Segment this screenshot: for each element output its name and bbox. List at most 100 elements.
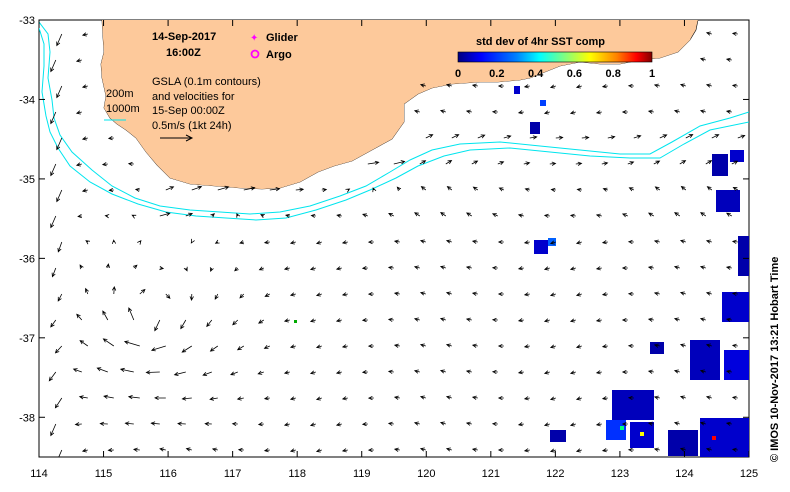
current-arrow	[445, 239, 452, 244]
current-arrow	[419, 160, 427, 165]
current-arrow	[315, 448, 322, 453]
current-arrow	[523, 292, 530, 297]
current-arrow	[725, 317, 732, 322]
current-arrow	[76, 313, 83, 321]
current-arrow	[575, 344, 582, 349]
current-arrow	[601, 84, 608, 89]
current-arrow	[685, 134, 694, 139]
current-arrow	[341, 344, 348, 349]
colorbar-tick-label: 0.4	[528, 68, 544, 80]
current-arrow	[543, 110, 550, 115]
y-tick-label: -34	[19, 94, 35, 106]
current-arrow	[145, 370, 160, 375]
current-arrow	[230, 371, 238, 376]
current-arrow	[705, 395, 712, 400]
current-arrow	[731, 395, 738, 400]
current-arrow	[413, 265, 420, 270]
current-arrow	[647, 212, 655, 217]
current-arrow	[209, 267, 214, 273]
current-arrow	[659, 134, 668, 139]
current-arrow	[465, 369, 472, 374]
current-arrow	[58, 449, 63, 457]
current-arrow	[705, 343, 712, 348]
current-arrow	[550, 187, 556, 192]
current-arrow	[165, 293, 171, 299]
current-arrow	[471, 160, 479, 165]
current-arrow	[263, 396, 270, 401]
current-arrow	[315, 344, 322, 349]
current-arrow	[413, 421, 420, 426]
current-arrow	[361, 266, 368, 271]
current-arrow	[99, 421, 108, 426]
current-arrow	[387, 317, 394, 322]
current-arrow	[74, 422, 82, 427]
current-arrow	[393, 343, 400, 348]
current-arrow	[214, 239, 220, 244]
current-arrow	[653, 395, 660, 400]
current-arrow	[367, 447, 374, 453]
current-arrow	[601, 161, 609, 166]
current-arrow	[54, 397, 63, 409]
current-arrow	[425, 134, 434, 139]
current-arrow	[289, 396, 296, 401]
current-arrow	[50, 423, 57, 437]
current-arrow	[210, 213, 215, 218]
current-arrow	[705, 160, 713, 165]
current-arrow	[321, 187, 328, 192]
current-arrow	[673, 265, 680, 270]
current-arrow	[79, 264, 84, 270]
current-arrow	[627, 83, 634, 89]
current-arrow	[439, 109, 446, 114]
current-arrow	[211, 447, 218, 452]
current-arrow	[289, 292, 296, 297]
current-arrow	[575, 161, 583, 166]
current-arrow	[341, 396, 348, 401]
current-arrow	[647, 421, 654, 426]
x-tick-label: 119	[353, 468, 371, 480]
current-arrow	[477, 134, 486, 139]
current-arrow	[517, 266, 524, 271]
current-arrow	[336, 213, 342, 218]
current-arrow	[413, 109, 420, 114]
current-arrow	[731, 291, 738, 296]
x-tick-label: 117	[224, 468, 242, 480]
current-arrow	[159, 447, 166, 452]
current-arrow	[284, 213, 290, 218]
current-arrow	[491, 421, 498, 427]
current-arrow	[647, 265, 654, 270]
current-arrow	[341, 448, 348, 453]
current-arrow	[243, 186, 256, 191]
current-arrow	[159, 212, 171, 217]
current-arrow	[699, 57, 706, 62]
current-arrow	[81, 188, 88, 193]
current-arrow	[177, 421, 186, 426]
current-arrow	[419, 239, 426, 244]
current-arrow	[627, 447, 634, 453]
isobath-label-200m: 200m	[106, 88, 134, 100]
current-arrow	[263, 448, 270, 453]
current-arrow	[50, 215, 57, 229]
current-arrow	[491, 109, 498, 115]
current-arrow	[601, 240, 608, 245]
current-arrow	[50, 163, 57, 177]
current-arrow	[258, 266, 264, 271]
current-arrow	[102, 310, 109, 321]
colorbar-ticks: 0 0.2 0.4 0.6 0.8 1	[455, 68, 655, 80]
current-arrow	[202, 371, 212, 376]
current-arrow	[393, 160, 406, 165]
current-arrow	[48, 371, 57, 382]
current-arrow	[705, 83, 712, 88]
current-arrow	[72, 368, 82, 373]
current-arrow	[345, 188, 351, 193]
current-arrow	[543, 318, 550, 323]
current-arrow	[465, 265, 472, 270]
current-arrow	[737, 134, 746, 139]
current-arrow	[595, 422, 602, 427]
current-arrow	[77, 213, 83, 219]
current-arrow	[699, 317, 706, 322]
y-tick-label: -33	[19, 15, 35, 27]
current-arrow	[725, 369, 732, 374]
current-arrow	[706, 186, 713, 191]
current-arrow	[134, 187, 140, 192]
current-arrow	[56, 85, 63, 99]
